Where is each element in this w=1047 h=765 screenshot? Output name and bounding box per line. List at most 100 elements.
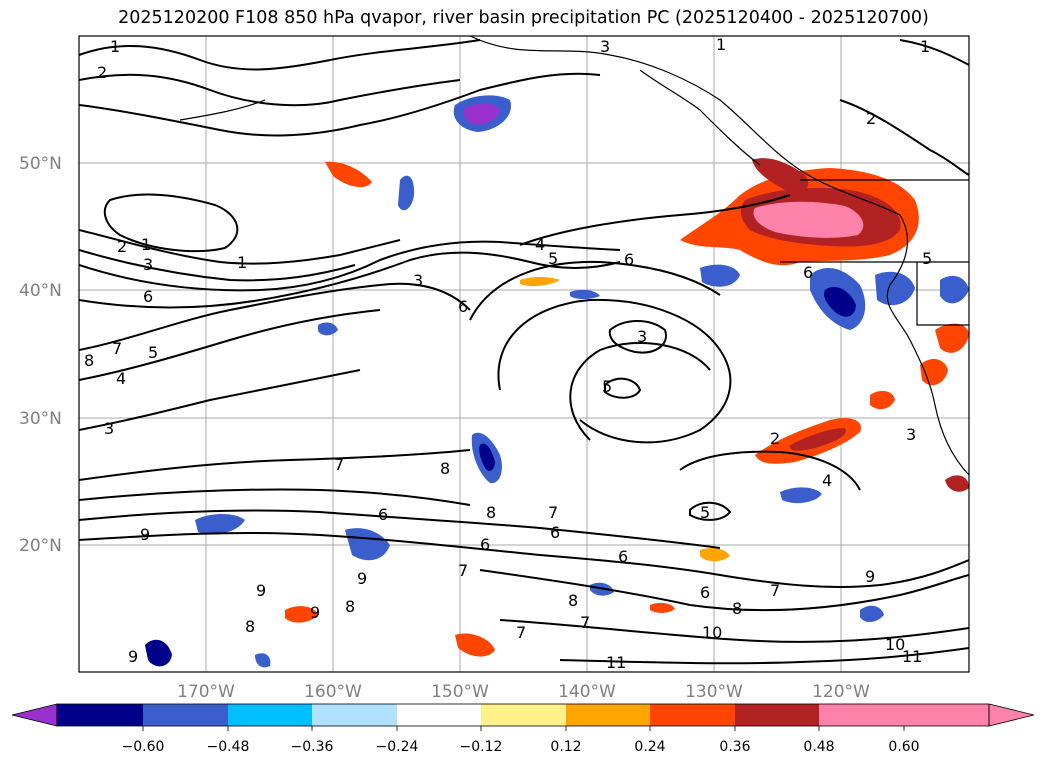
lon-label-130w: 130°W (685, 682, 743, 702)
contour-label: 3 (600, 37, 610, 56)
contour-label: 6 (378, 505, 388, 524)
contour-label: 6 (618, 547, 628, 566)
contour-label: 9 (310, 603, 320, 622)
coastlines (179, 36, 969, 476)
contour-label: 9 (357, 569, 367, 588)
colorbar-tick-label: 0.12 (550, 739, 581, 755)
lat-label-40n: 40°N (19, 281, 62, 301)
contour-label: 3 (906, 425, 916, 444)
contour-label: 1 (110, 37, 120, 56)
contour-label: 2 (97, 63, 107, 82)
contour-label: 6 (803, 263, 813, 282)
contour-label: 5 (602, 377, 612, 396)
contour-label: 3 (413, 271, 423, 290)
contour-label: 2 (117, 237, 127, 256)
contour-label: 1 (141, 235, 151, 254)
colorbar-tick-label: −0.24 (376, 739, 419, 755)
colorbar-segment (57, 704, 143, 726)
contour-label: 8 (732, 599, 742, 618)
contour-label: 1 (716, 35, 726, 54)
contour-label: 6 (480, 535, 490, 554)
contour-labels: 1 2 1 2 2 1 3 1 6 4 5 6 3 6 3 5 8 7 5 4 … (84, 35, 932, 672)
lon-label-160w: 160°W (304, 682, 362, 702)
lon-label-170w: 170°W (177, 682, 235, 702)
colorbar-segment (397, 704, 481, 726)
contour-label: 8 (440, 459, 450, 478)
contour-label: 5 (148, 343, 158, 362)
lat-label-50n: 50°N (19, 154, 62, 174)
contour-label: 6 (143, 287, 153, 306)
colorbar-tick-label: −0.12 (460, 739, 503, 755)
contour-label: 2 (866, 109, 876, 128)
lat-label-30n: 30°N (19, 409, 62, 429)
colorbar-tick-label: −0.48 (207, 739, 250, 755)
colorbar-tick-label: 0.36 (719, 739, 750, 755)
contour-label: 2 (770, 429, 780, 448)
map-title: 2025120200 F108 850 hPa qvapor, river ba… (118, 8, 929, 28)
contour-label: 3 (143, 255, 153, 274)
contour-label: 8 (486, 503, 496, 522)
contour-label: 5 (922, 249, 932, 268)
contour-label: 11 (902, 647, 922, 666)
contour-label: 5 (548, 249, 558, 268)
map-border (78, 35, 970, 673)
contour-label: 9 (256, 581, 266, 600)
colorbar-segment (312, 704, 397, 726)
qvapor-contours (79, 39, 969, 665)
contour-label: 5 (700, 503, 710, 522)
colorbar: −0.60 −0.48 −0.36 −0.24 −0.12 0.12 0.24 … (11, 703, 1035, 755)
colorbar-tick-label: 0.60 (888, 739, 919, 755)
contour-label: 6 (700, 583, 710, 602)
contour-label: 10 (885, 635, 905, 654)
contour-label: 4 (116, 369, 126, 388)
colorbar-segment (481, 704, 566, 726)
contour-label: 7 (458, 561, 468, 580)
contour-label: 6 (550, 523, 560, 542)
contour-label: 6 (458, 297, 468, 316)
colorbar-tick-label: −0.36 (291, 739, 334, 755)
precipitation-shading (145, 95, 969, 668)
contour-label: 7 (770, 581, 780, 600)
colorbar-segment (566, 704, 650, 726)
contour-label: 7 (334, 455, 344, 474)
colorbar-left-extension (12, 704, 57, 726)
contour-label: 1 (237, 253, 247, 272)
contour-label: 8 (568, 591, 578, 610)
colorbar-outline-left (11, 703, 58, 727)
colorbar-segment (650, 704, 735, 726)
map-panel (79, 36, 969, 672)
contour-label: 3 (104, 419, 114, 438)
contour-label: 7 (112, 339, 122, 358)
lon-label-120w: 120°W (812, 682, 870, 702)
contour-label: 8 (245, 617, 255, 636)
contour-label: 7 (516, 623, 526, 642)
contour-label: 10 (702, 623, 722, 642)
contour-label: 4 (535, 235, 545, 254)
contour-label: 9 (140, 525, 150, 544)
colorbar-right-extension (819, 704, 1034, 726)
contour-label: 9 (128, 647, 138, 666)
colorbar-tick-label: −0.60 (122, 739, 165, 755)
contour-label: 9 (865, 567, 875, 586)
colorbar-segment (228, 704, 312, 726)
colorbar-segment (143, 704, 228, 726)
contour-label: 11 (606, 653, 626, 672)
contour-label: 3 (637, 327, 647, 346)
longitude-labels: 170°W 160°W 150°W 140°W 130°W 120°W (177, 682, 870, 702)
contour-label: 4 (822, 471, 832, 490)
lon-label-140w: 140°W (558, 682, 616, 702)
latitude-labels: 50°N 40°N 30°N 20°N (19, 154, 62, 556)
colorbar-segment (735, 704, 819, 726)
gridlines (79, 36, 969, 672)
contour-label: 7 (548, 503, 558, 522)
lat-label-20n: 20°N (19, 536, 62, 556)
colorbar-tick-label: 0.48 (803, 739, 834, 755)
contour-label: 8 (345, 597, 355, 616)
contour-label: 6 (624, 250, 634, 269)
contour-label: 7 (580, 613, 590, 632)
lon-label-150w: 150°W (431, 682, 489, 702)
contour-label: 1 (920, 37, 930, 56)
colorbar-outline-right (988, 703, 1035, 727)
colorbar-tick-label: 0.24 (634, 739, 665, 755)
